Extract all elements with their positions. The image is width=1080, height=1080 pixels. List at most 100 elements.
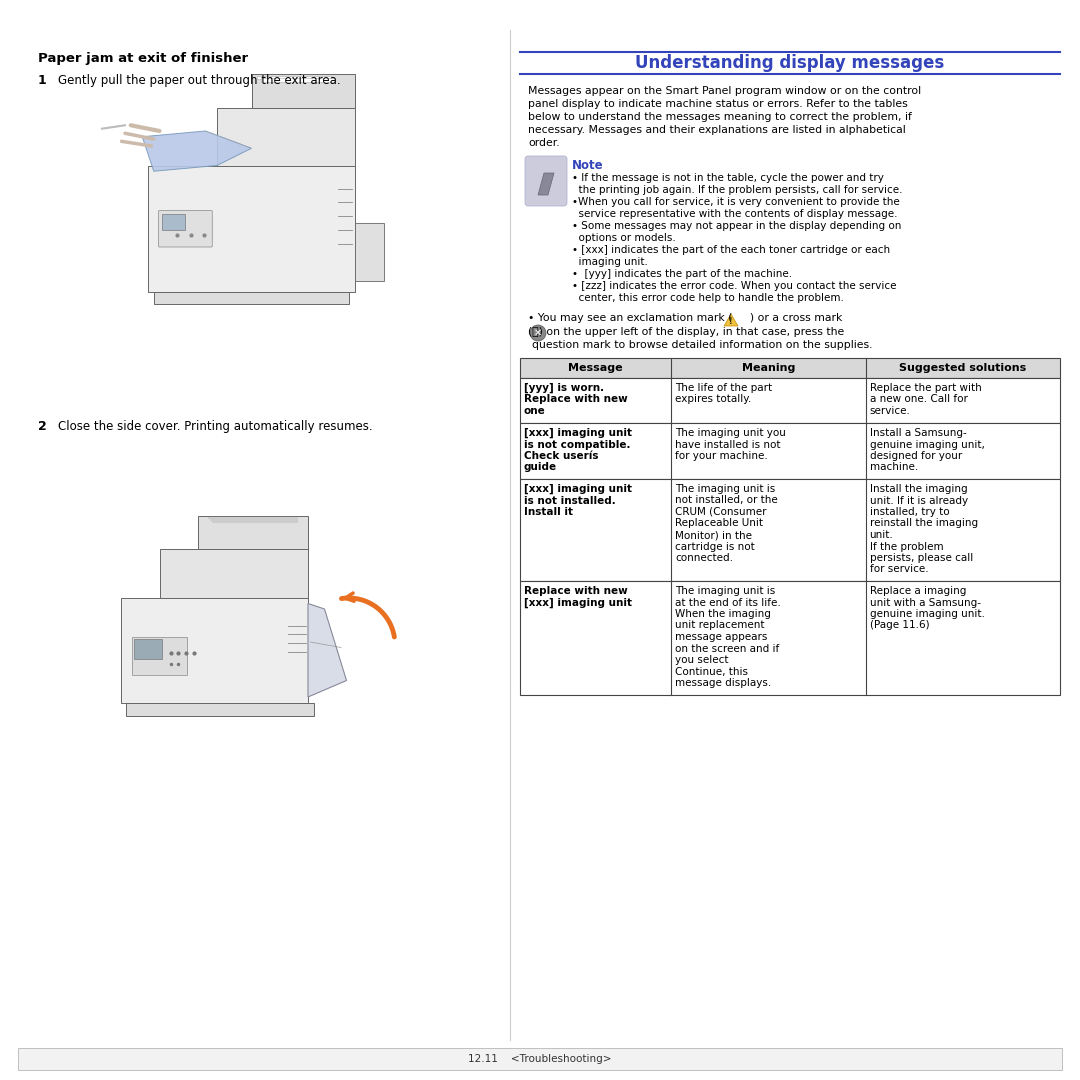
Text: genuine imaging unit,: genuine imaging unit,	[869, 440, 985, 449]
Text: cartridge is not: cartridge is not	[675, 541, 755, 552]
Text: • You may see an exclamation mark (     ) or a cross mark: • You may see an exclamation mark ( ) or…	[528, 313, 842, 323]
Text: !: !	[729, 316, 733, 325]
Text: center, this error code help to handle the problem.: center, this error code help to handle t…	[572, 293, 843, 303]
Polygon shape	[153, 292, 349, 303]
Text: genuine imaging unit.: genuine imaging unit.	[869, 609, 985, 619]
Text: (ⓧ) on the upper left of the display, in that case, press the: (ⓧ) on the upper left of the display, in…	[528, 327, 845, 337]
Bar	[519, 357, 1059, 378]
Text: Meaning: Meaning	[742, 363, 795, 373]
Polygon shape	[355, 222, 383, 281]
Text: below to understand the messages meaning to correct the problem, if: below to understand the messages meaning…	[528, 112, 912, 122]
Text: Gently pull the paper out through the exit area.: Gently pull the paper out through the ex…	[58, 75, 340, 87]
Text: Monitor) in the: Monitor) in the	[675, 530, 752, 540]
Bar	[162, 214, 185, 230]
Text: • [xxx] indicates the part of the each toner cartridge or each: • [xxx] indicates the part of the each t…	[572, 245, 890, 255]
Text: [xxx] imaging unit: [xxx] imaging unit	[524, 597, 632, 608]
Text: Replace with new: Replace with new	[524, 586, 627, 596]
Text: on the screen and if: on the screen and if	[675, 644, 780, 653]
Bar	[126, 702, 313, 716]
Polygon shape	[198, 515, 308, 549]
FancyBboxPatch shape	[525, 156, 567, 206]
Text: a new one. Call for: a new one. Call for	[869, 394, 968, 405]
Text: CRUM (Consumer: CRUM (Consumer	[675, 507, 767, 517]
Text: the printing job again. If the problem persists, call for service.: the printing job again. If the problem p…	[572, 185, 903, 195]
Text: for service.: for service.	[869, 565, 928, 575]
Text: Replace with new: Replace with new	[524, 394, 627, 405]
Text: Replaceable Unit: Replaceable Unit	[675, 518, 764, 528]
Text: panel display to indicate machine status or errors. Refer to the tables: panel display to indicate machine status…	[528, 99, 908, 109]
Text: Replace the part with: Replace the part with	[869, 383, 982, 393]
Bar	[519, 581, 1059, 694]
Text: Install it: Install it	[524, 507, 573, 517]
Text: expires totally.: expires totally.	[675, 394, 752, 405]
Text: one: one	[524, 406, 545, 416]
Text: Note: Note	[572, 159, 604, 172]
Bar	[257, 76, 332, 79]
Text: [xxx] imaging unit: [xxx] imaging unit	[524, 428, 632, 438]
Text: unit. If it is already: unit. If it is already	[869, 496, 968, 505]
Text: reinstall the imaging: reinstall the imaging	[869, 518, 977, 528]
Text: Message: Message	[568, 363, 623, 373]
Text: persists, please call: persists, please call	[869, 553, 973, 563]
Text: The imaging unit is: The imaging unit is	[675, 586, 775, 596]
Text: Paper jam at exit of finisher: Paper jam at exit of finisher	[38, 52, 248, 65]
Text: guide: guide	[524, 462, 557, 473]
Bar	[132, 636, 187, 675]
Text: installed, try to: installed, try to	[869, 507, 949, 517]
Bar	[519, 378, 1059, 423]
Text: • Some messages may not appear in the display depending on: • Some messages may not appear in the di…	[572, 221, 902, 231]
Text: question mark to browse detailed information on the supplies.: question mark to browse detailed informa…	[532, 340, 873, 350]
Circle shape	[530, 325, 546, 341]
Text: The life of the part: The life of the part	[675, 383, 772, 393]
Text: not installed, or the: not installed, or the	[675, 496, 778, 505]
Text: connected.: connected.	[675, 553, 733, 563]
Text: Replace a imaging: Replace a imaging	[869, 586, 966, 596]
Text: unit replacement: unit replacement	[675, 621, 765, 631]
Text: Messages appear on the Smart Panel program window or on the control: Messages appear on the Smart Panel progr…	[528, 86, 921, 96]
Text: Close the side cover. Printing automatically resumes.: Close the side cover. Printing automatic…	[58, 420, 373, 433]
Bar	[18, 1048, 1062, 1070]
Polygon shape	[538, 173, 554, 195]
Text: you select: you select	[675, 654, 729, 665]
Text: message displays.: message displays.	[675, 678, 771, 688]
Polygon shape	[308, 604, 347, 697]
Text: machine.: machine.	[869, 462, 918, 473]
Text: Understanding display messages: Understanding display messages	[635, 54, 945, 72]
Text: necessary. Messages and their explanations are listed in alphabetical: necessary. Messages and their explanatio…	[528, 125, 906, 135]
Polygon shape	[724, 314, 738, 326]
Polygon shape	[217, 108, 355, 165]
Text: at the end of its life.: at the end of its life.	[675, 597, 781, 607]
Text: The imaging unit you: The imaging unit you	[675, 428, 786, 438]
Text: • [zzz] indicates the error code. When you contact the service: • [zzz] indicates the error code. When y…	[572, 281, 896, 291]
Text: Suggested solutions: Suggested solutions	[900, 363, 1026, 373]
Polygon shape	[148, 165, 355, 292]
Text: •  [yyy] indicates the part of the machine.: • [yyy] indicates the part of the machin…	[572, 269, 792, 279]
Text: have installed is not: have installed is not	[675, 440, 781, 449]
Text: 12.11    <Troubleshooting>: 12.11 <Troubleshooting>	[469, 1054, 611, 1064]
Text: (Page 11.6): (Page 11.6)	[869, 621, 929, 631]
Text: unit.: unit.	[869, 530, 893, 540]
Text: • If the message is not in the table, cycle the power and try: • If the message is not in the table, cy…	[572, 173, 883, 183]
Text: imaging unit.: imaging unit.	[572, 257, 648, 267]
Text: is not installed.: is not installed.	[524, 496, 616, 505]
Bar	[519, 480, 1059, 581]
Text: The imaging unit is: The imaging unit is	[675, 484, 775, 494]
Text: order.: order.	[528, 138, 559, 148]
Polygon shape	[160, 549, 308, 598]
Text: service.: service.	[869, 406, 910, 416]
Text: designed for your: designed for your	[869, 451, 962, 461]
Text: unit with a Samsung-: unit with a Samsung-	[869, 597, 981, 607]
Text: for your machine.: for your machine.	[675, 451, 768, 461]
Bar	[260, 78, 336, 82]
Text: If the problem: If the problem	[869, 541, 943, 552]
Text: service representative with the contents of display message.: service representative with the contents…	[572, 210, 897, 219]
Text: [yyy] is worn.: [yyy] is worn.	[524, 383, 604, 393]
Polygon shape	[143, 131, 252, 172]
Text: is not compatible.: is not compatible.	[524, 440, 631, 449]
Text: 1: 1	[38, 75, 46, 87]
Text: message appears: message appears	[675, 632, 768, 642]
Text: 2: 2	[38, 420, 46, 433]
Text: Install a Samsung-: Install a Samsung-	[869, 428, 967, 438]
Text: options or models.: options or models.	[572, 233, 676, 243]
Bar	[519, 423, 1059, 480]
